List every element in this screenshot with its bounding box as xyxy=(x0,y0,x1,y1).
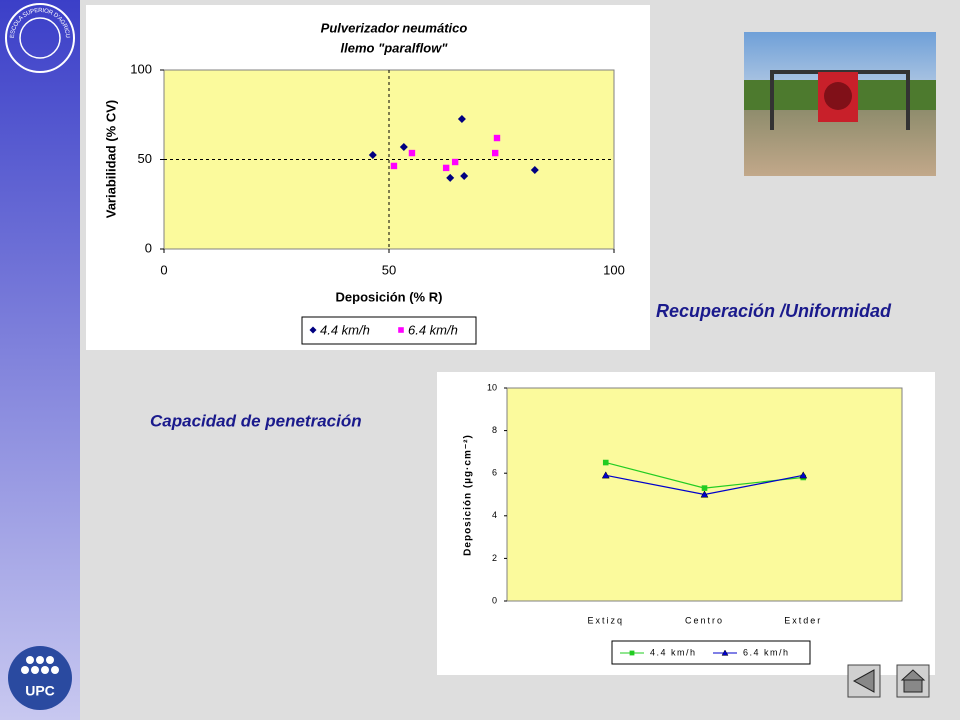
point xyxy=(799,471,808,479)
point xyxy=(368,151,377,160)
nav-back[interactable] xyxy=(847,664,881,698)
x-tick-label: 50 xyxy=(382,262,396,277)
legend-swatch xyxy=(309,326,317,334)
legend xyxy=(611,640,811,665)
point xyxy=(457,115,466,124)
point xyxy=(492,149,499,157)
y-tick-label: 8 xyxy=(492,425,497,435)
point xyxy=(601,471,610,479)
point xyxy=(399,142,408,151)
legend-swatch xyxy=(629,650,635,656)
chart-title: llemo "paralflow" xyxy=(341,40,449,55)
legend-label: 6.4 km/h xyxy=(743,647,790,657)
x-axis-label: Deposición (% R) xyxy=(336,289,443,304)
y-tick-label: 10 xyxy=(487,382,497,392)
point xyxy=(442,164,450,172)
y-axis-label: Variabilidad (% CV) xyxy=(103,100,118,218)
legend xyxy=(301,316,477,345)
point xyxy=(451,158,459,166)
point xyxy=(493,134,501,142)
photo xyxy=(744,32,936,176)
point xyxy=(460,171,469,180)
legend-swatch xyxy=(721,649,729,656)
caption: Capacidad de penetración xyxy=(150,411,362,430)
y-tick-label: 50 xyxy=(138,151,152,166)
point xyxy=(390,162,398,170)
point xyxy=(700,490,709,498)
legend-swatch xyxy=(398,327,404,333)
point xyxy=(408,149,416,157)
x-tick-label: 100 xyxy=(603,262,625,277)
point xyxy=(602,459,609,466)
y-tick-label: 6 xyxy=(492,468,497,478)
x-tick-label: Extizq xyxy=(587,615,624,625)
point xyxy=(446,173,455,182)
point xyxy=(530,166,539,175)
caption: Recuperación /Uniformidad xyxy=(656,301,892,321)
x-tick-label: Extder xyxy=(784,615,822,625)
legend-label: 4.4 km/h xyxy=(650,647,697,657)
x-tick-label: 0 xyxy=(160,262,167,277)
upc-text: UPC xyxy=(25,683,55,699)
nav-home[interactable] xyxy=(896,664,930,698)
sidebar xyxy=(0,0,80,720)
legend-label: 6.4 km/h xyxy=(408,322,458,337)
y-tick-label: 0 xyxy=(145,240,152,255)
y-tick-label: 2 xyxy=(492,553,497,563)
y-tick-label: 0 xyxy=(492,595,497,605)
chart-title: Pulverizador neumático xyxy=(321,20,468,35)
x-tick-label: Centro xyxy=(685,615,724,625)
point xyxy=(701,485,708,491)
y-tick-label: 4 xyxy=(492,510,497,520)
upc-logo: UPC xyxy=(8,646,72,710)
legend-label: 4.4 km/h xyxy=(320,322,370,337)
y-tick-label: 100 xyxy=(130,61,152,76)
y-axis-label: Deposición (µg·cm⁻²) xyxy=(463,434,474,556)
